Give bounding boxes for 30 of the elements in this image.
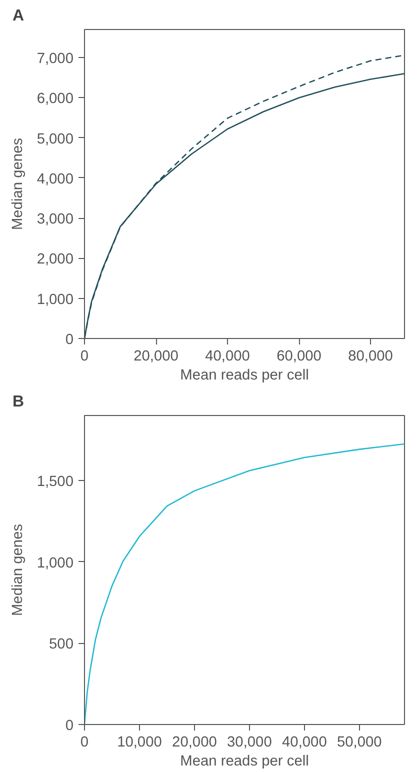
y-tick-label: 0 <box>65 332 74 348</box>
y-tick-label: 7,000 <box>36 51 74 68</box>
y-tick-label: 6,000 <box>36 91 74 108</box>
x-tick-label: 0 <box>80 734 89 750</box>
x-tick-label: 30,000 <box>227 734 272 750</box>
y-tick-label: 5,000 <box>36 131 74 148</box>
chart-title: A <box>12 8 24 24</box>
x-tick-label: 80,000 <box>348 348 393 364</box>
x-tick-label: 20,000 <box>172 734 217 750</box>
chart-title: B <box>12 394 24 410</box>
y-tick-label: 3,000 <box>36 212 74 228</box>
x-tick-label: 40,000 <box>205 348 250 364</box>
y-tick-label: 1,000 <box>36 555 74 572</box>
y-tick-label: 1,000 <box>36 292 74 308</box>
x-axis-title: Mean reads per cell <box>180 754 309 770</box>
y-axis-title: Median genes <box>10 524 26 616</box>
y-tick-label: 1,500 <box>36 474 74 490</box>
line-series <box>84 443 404 724</box>
y-tick-label: 4,000 <box>36 171 74 188</box>
x-axis-title: Mean reads per cell <box>180 368 309 384</box>
x-tick-label: 20,000 <box>134 348 178 364</box>
x-tick-label: 40,000 <box>282 734 327 750</box>
y-tick-label: 500 <box>49 636 74 653</box>
x-tick-label: 50,000 <box>337 734 382 750</box>
x-tick-label: 60,000 <box>276 348 322 364</box>
x-tick-label: 10,000 <box>117 734 162 750</box>
y-axis-title: Median genes <box>10 138 26 230</box>
x-tick-label: 0 <box>80 348 89 364</box>
y-tick-label: 0 <box>65 718 74 734</box>
y-tick-label: 2,000 <box>36 252 74 268</box>
